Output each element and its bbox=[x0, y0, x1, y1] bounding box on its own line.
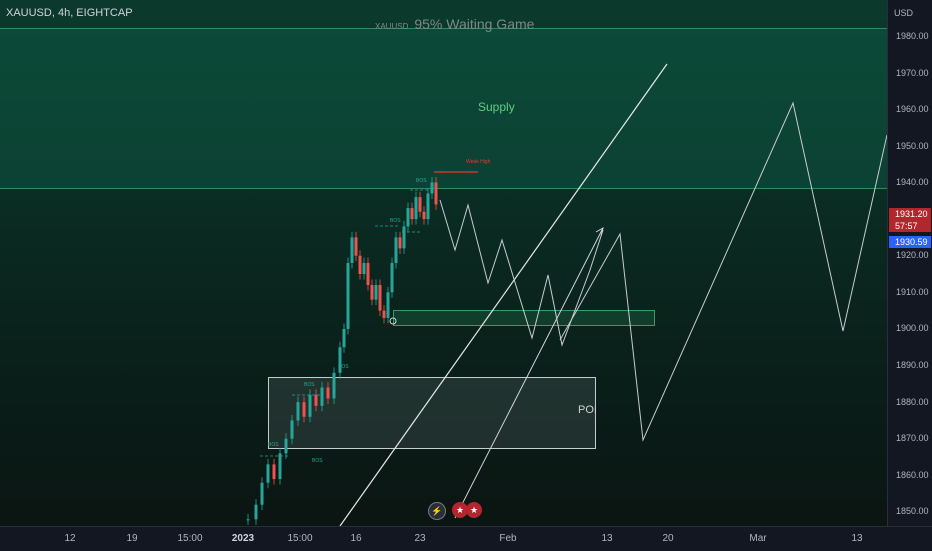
price-tick: 1980.00 bbox=[896, 31, 929, 41]
candle-body bbox=[290, 420, 294, 439]
candle-body bbox=[398, 237, 402, 249]
price-tick: 1890.00 bbox=[896, 360, 929, 370]
bos-label: BOS bbox=[338, 364, 349, 370]
price-tick: 1870.00 bbox=[896, 433, 929, 443]
price-tick: 1960.00 bbox=[896, 104, 929, 114]
price-tick: 1910.00 bbox=[896, 287, 929, 297]
price-tick: 1970.00 bbox=[896, 68, 929, 78]
time-tick: Mar bbox=[749, 533, 767, 544]
candle-body bbox=[390, 263, 394, 293]
chart-area[interactable]: Supply POI Weak High BOS BOS BOS BOS BOS… bbox=[0, 0, 887, 526]
bid-price-tag: 1930.59 bbox=[889, 236, 931, 248]
drawing-overlay[interactable]: Weak High BOS BOS BOS BOS BOS BOS bbox=[0, 0, 887, 526]
time-tick: 13 bbox=[601, 533, 613, 544]
candle-body bbox=[434, 182, 438, 205]
candle-body bbox=[418, 197, 422, 212]
time-tick: 23 bbox=[414, 533, 426, 544]
candle-body bbox=[302, 402, 306, 417]
poi-label: POI bbox=[578, 404, 597, 416]
bos-label: BOS bbox=[416, 178, 427, 184]
price-tick: 1950.00 bbox=[896, 141, 929, 151]
candle-body bbox=[296, 402, 300, 421]
supply-zone[interactable] bbox=[0, 28, 887, 189]
candle-body bbox=[350, 237, 354, 264]
bar-countdown: 57:57 bbox=[889, 220, 931, 232]
price-tick: 1850.00 bbox=[896, 506, 929, 516]
projection-path-long[interactable] bbox=[559, 101, 887, 442]
price-tick: 1900.00 bbox=[896, 323, 929, 333]
bos-label: BOS bbox=[268, 442, 279, 448]
weak-high-label: Weak High bbox=[466, 159, 491, 165]
candle-body bbox=[272, 464, 276, 480]
projection-path-short[interactable] bbox=[439, 199, 604, 347]
price-axis[interactable]: USD 1980.00 1970.00 1960.00 1950.00 1940… bbox=[887, 0, 932, 526]
us-flag-icon[interactable]: ★ bbox=[466, 502, 482, 518]
watermark-title: 95% Waiting Game bbox=[414, 16, 535, 32]
candle-body bbox=[378, 284, 382, 311]
time-tick: 16 bbox=[350, 533, 362, 544]
candle-body bbox=[260, 482, 264, 505]
candle-body bbox=[246, 519, 250, 521]
time-axis[interactable]: 12 19 15:00 2023 15:00 16 23 Feb 13 20 M… bbox=[0, 526, 932, 551]
watermark-symbol: XAUUSD bbox=[375, 22, 409, 31]
candle-body bbox=[326, 387, 330, 399]
candle-body bbox=[284, 438, 288, 454]
time-tick: 2023 bbox=[231, 533, 255, 544]
candle-body bbox=[366, 263, 370, 285]
candle-body bbox=[422, 211, 426, 220]
time-tick: 12 bbox=[64, 533, 76, 544]
candles-group bbox=[246, 176, 438, 525]
candle-body bbox=[374, 284, 378, 300]
time-tick: 20 bbox=[662, 533, 674, 544]
anchor-point[interactable] bbox=[389, 317, 397, 325]
bos-label: BOS bbox=[312, 458, 323, 464]
chart-watermark: XAUUSD 95% Waiting Game bbox=[375, 16, 534, 32]
trendline-lower[interactable] bbox=[454, 227, 604, 519]
candle-body bbox=[338, 347, 342, 373]
candle-body bbox=[332, 372, 336, 399]
candle-body bbox=[346, 263, 350, 329]
time-tick: 15:00 bbox=[287, 533, 313, 544]
candle-body bbox=[386, 292, 390, 318]
candle-body bbox=[414, 197, 418, 220]
bos-label: BOS bbox=[390, 218, 401, 224]
supply-label: Supply bbox=[478, 100, 515, 114]
price-tick: 1880.00 bbox=[896, 397, 929, 407]
price-tick: 1920.00 bbox=[896, 250, 929, 260]
candle-body bbox=[430, 182, 434, 194]
price-tick: 1860.00 bbox=[896, 470, 929, 480]
candle-body bbox=[402, 226, 406, 249]
candle-body bbox=[362, 263, 366, 274]
us-flag-icon[interactable]: ★ bbox=[452, 502, 468, 518]
candle-body bbox=[358, 255, 362, 274]
price-tick: 1940.00 bbox=[896, 177, 929, 187]
candle-body bbox=[382, 310, 386, 318]
trendline-upper[interactable] bbox=[339, 63, 668, 526]
candle-body bbox=[278, 453, 282, 480]
time-tick: Feb bbox=[499, 533, 517, 544]
time-tick: 19 bbox=[126, 533, 138, 544]
candle-body bbox=[314, 394, 318, 406]
currency-label[interactable]: USD bbox=[894, 8, 914, 18]
candle-body bbox=[320, 387, 324, 406]
symbol-title[interactable]: XAUUSD, 4h, EIGHTCAP bbox=[6, 7, 133, 19]
bos-labels: BOS BOS BOS BOS BOS BOS bbox=[268, 178, 427, 464]
candle-body bbox=[354, 237, 358, 256]
bos-markers bbox=[260, 189, 432, 457]
candle-body bbox=[342, 328, 346, 348]
candle-body bbox=[266, 464, 270, 483]
candle-body bbox=[394, 237, 398, 264]
current-price-tag: 1931.20 bbox=[889, 208, 931, 220]
candle-body bbox=[370, 284, 374, 300]
bos-label: BOS bbox=[304, 382, 315, 388]
candle-body bbox=[254, 504, 258, 520]
lightning-icon[interactable]: ⚡ bbox=[428, 502, 446, 520]
candle-body bbox=[410, 208, 414, 220]
candle-body bbox=[406, 208, 410, 227]
time-tick: 15:00 bbox=[177, 533, 203, 544]
candle-body bbox=[426, 193, 430, 220]
time-tick: 13 bbox=[851, 533, 863, 544]
candle-body bbox=[308, 394, 312, 417]
